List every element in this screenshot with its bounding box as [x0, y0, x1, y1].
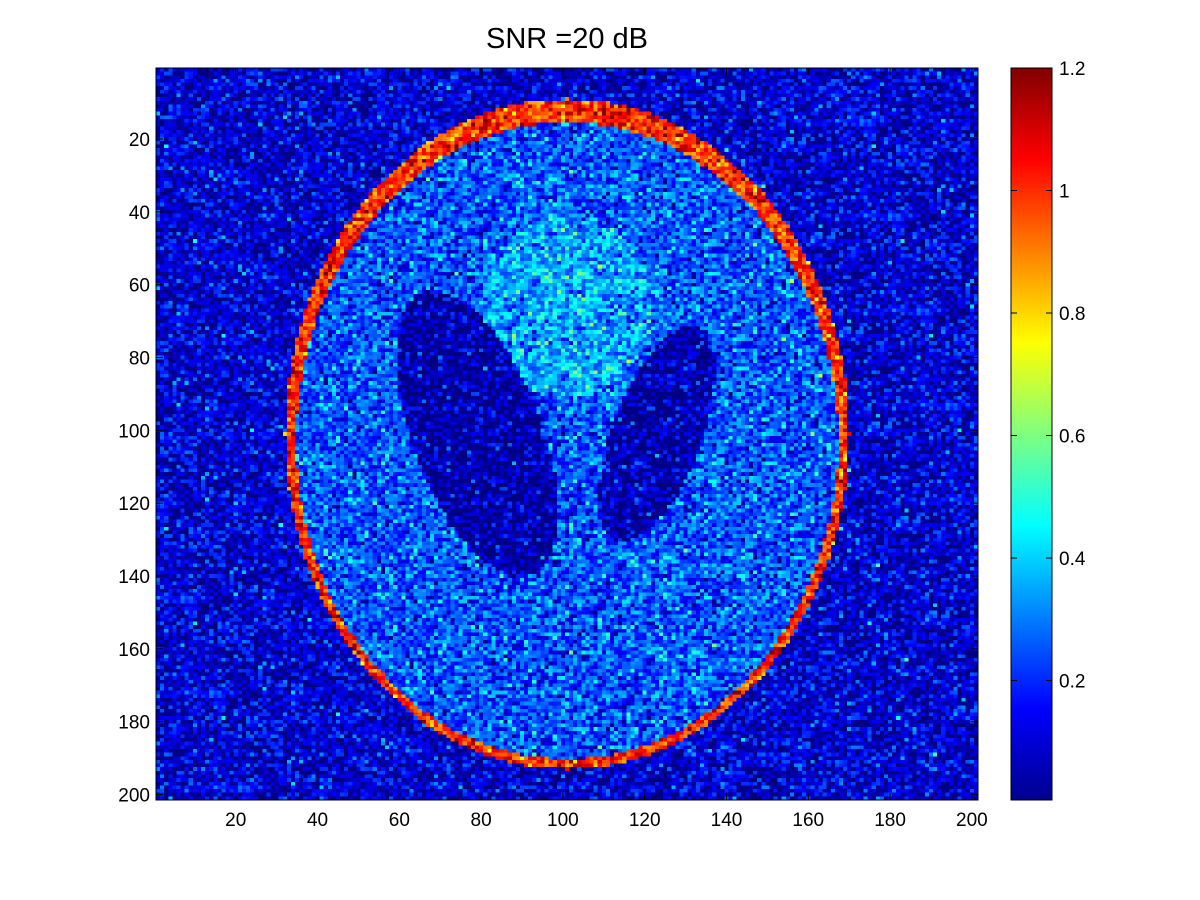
y-axis-ticks: 20 40 60 80 100 120 140 160 180 200: [118, 130, 978, 807]
y-tick-label: 80: [129, 349, 150, 370]
colorbar: 0.2 0.4 0.6 0.8 1 1.2: [1010, 59, 1086, 801]
y-tick-label: 200: [118, 786, 150, 807]
x-tick-label: 120: [629, 810, 661, 831]
plot-area: 20 40 60 80 100 120 140 160 180 200 20 40 60 80 100 12…: [118, 67, 988, 831]
y-tick-label: 100: [118, 421, 150, 442]
colorbar-tick-label: 1.2: [1059, 59, 1085, 80]
colorbar-tick-label: 0.2: [1059, 672, 1085, 693]
y-tick-label: 20: [129, 130, 150, 151]
colorbar-tick-label: 0.6: [1059, 427, 1085, 448]
x-tick-label: 140: [711, 810, 743, 831]
x-tick-label: 160: [792, 810, 824, 831]
colorbar-gradient: [1011, 68, 1052, 800]
y-tick-label: 40: [129, 203, 150, 224]
x-tick-label: 200: [956, 810, 988, 831]
y-tick-label: 160: [118, 640, 150, 661]
heatmap-image: [156, 68, 978, 800]
y-tick-label: 60: [129, 276, 150, 297]
x-tick-label: 180: [874, 810, 906, 831]
colorbar-ticks: 0.2 0.4 0.6 0.8 1 1.2: [1011, 59, 1086, 693]
x-tick-label: 100: [547, 810, 579, 831]
x-tick-label: 80: [471, 810, 492, 831]
colorbar-tick-label: 1: [1059, 182, 1070, 203]
x-tick-label: 40: [307, 810, 328, 831]
x-axis-ticks: 20 40 60 80 100 120 140 160 180 200: [225, 68, 988, 831]
y-tick-label: 120: [118, 494, 150, 515]
x-tick-label: 20: [225, 810, 246, 831]
chart-title: SNR =20 dB: [486, 23, 648, 55]
y-tick-label: 180: [118, 713, 150, 734]
y-tick-label: 140: [118, 567, 150, 588]
colorbar-tick-label: 0.4: [1059, 549, 1086, 570]
plot-frame: [155, 67, 979, 801]
colorbar-tick-label: 0.8: [1059, 304, 1085, 325]
x-tick-label: 60: [389, 810, 410, 831]
colorbar-frame: [1010, 67, 1053, 801]
